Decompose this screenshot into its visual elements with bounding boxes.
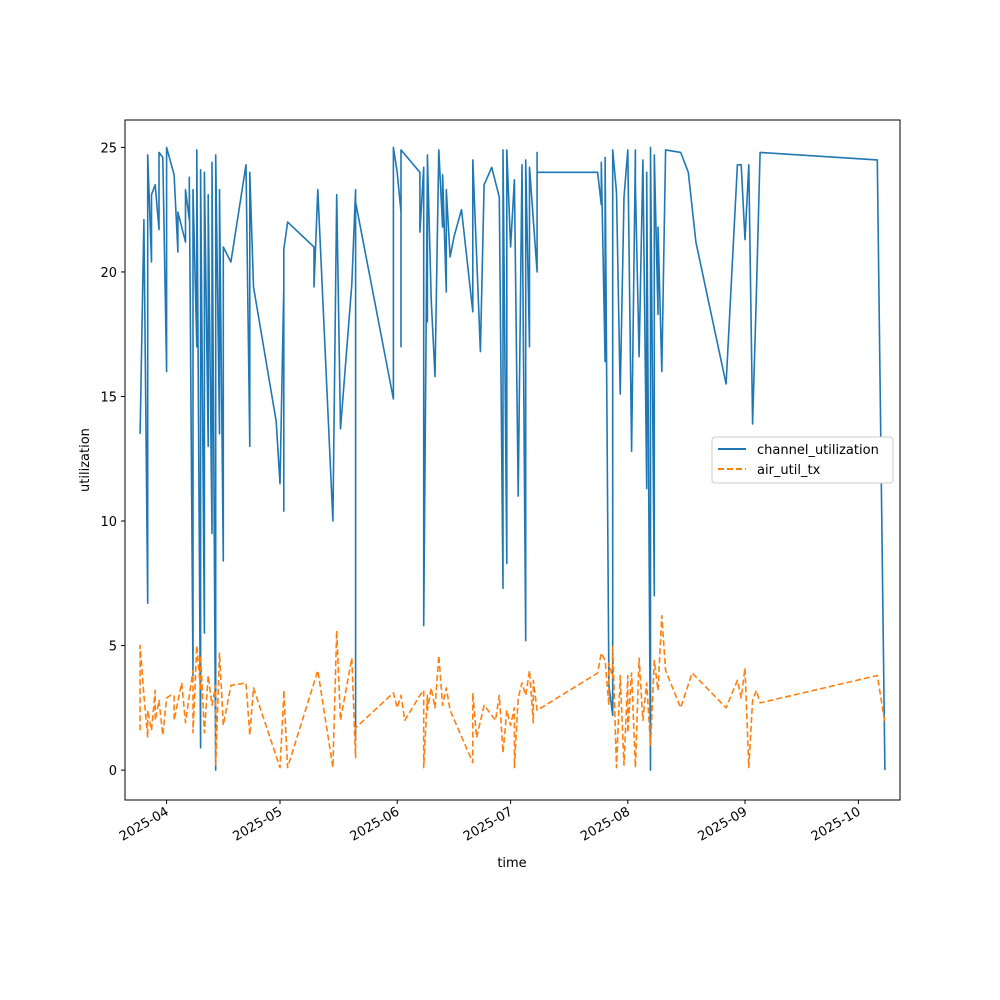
x-tick-label: 2025-06 <box>348 804 403 844</box>
y-tick-label: 10 <box>100 515 117 530</box>
y-tick-label: 5 <box>109 640 117 655</box>
legend-box <box>711 436 894 484</box>
y-tick-label: 20 <box>100 266 117 281</box>
y-tick-label: 25 <box>100 141 117 156</box>
x-tick-label: 2025-09 <box>695 804 750 844</box>
x-tick-label: 2025-04 <box>117 804 172 844</box>
legend: channel_utilization air_util_tx <box>711 436 894 484</box>
axes-frame <box>124 119 901 801</box>
legend-label-air-util-tx: air_util_tx <box>757 463 821 478</box>
series-line-channel-utilization <box>139 146 886 771</box>
y-tick-label: 15 <box>100 390 117 405</box>
x-axis-label: time <box>497 856 526 871</box>
y-axis-label: utilization <box>78 428 93 492</box>
series-line-air-util-tx <box>139 614 886 769</box>
plot-area <box>139 146 886 771</box>
y-tick-label: 0 <box>109 764 117 779</box>
x-tick-label: 2025-10 <box>809 804 864 844</box>
x-tick-label: 2025-08 <box>578 804 633 844</box>
x-tick-label: 2025-05 <box>230 804 285 844</box>
x-tick-label: 2025-07 <box>461 804 516 844</box>
legend-label-channel-utilization: channel_utilization <box>757 443 879 458</box>
